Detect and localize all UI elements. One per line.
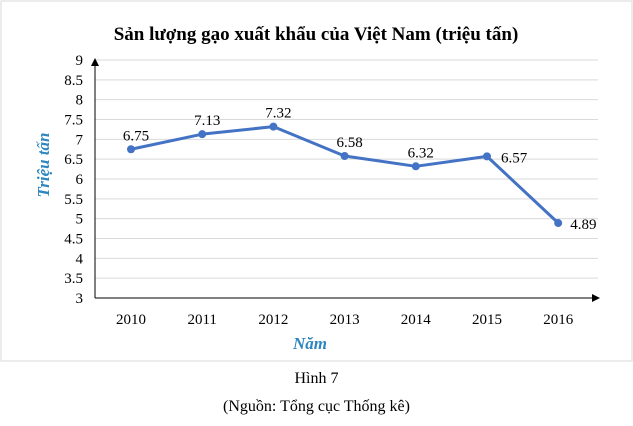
data-point — [554, 219, 563, 228]
data-labels: 6.75 7.13 7.32 6.58 6.32 6.57 4.89 — [123, 106, 597, 233]
y-tick-label: 4 — [76, 251, 84, 267]
data-point — [340, 151, 349, 160]
chart-frame: Sản lượng gạo xuất khẩu của Việt Nam (tr… — [0, 0, 633, 362]
y-tick-label: 8 — [76, 93, 84, 109]
x-tick-label: 2012 — [258, 312, 288, 328]
x-axis-arrow — [592, 294, 600, 302]
gridlines — [95, 59, 598, 279]
y-tick-label: 5 — [76, 212, 84, 228]
x-tick-label: 2013 — [330, 312, 360, 328]
y-tick-label: 6 — [76, 172, 84, 188]
axes — [91, 58, 600, 302]
data-label: 4.89 — [570, 217, 596, 233]
chart-border — [0, 0, 633, 362]
y-tick-label: 7.5 — [64, 113, 83, 129]
data-point — [127, 145, 135, 154]
y-tick-label: 6.5 — [64, 152, 83, 168]
x-axis-title: Năm — [292, 334, 327, 353]
x-tick-label: 2014 — [401, 312, 432, 328]
x-tick-label: 2016 — [543, 312, 574, 328]
data-point — [411, 162, 420, 171]
y-tick-label: 9 — [76, 53, 84, 69]
data-point — [198, 130, 207, 139]
line-chart: Sản lượng gạo xuất khẩu của Việt Nam (tr… — [0, 0, 633, 362]
y-axis-title: Triệu tấn — [34, 132, 53, 197]
data-label: 7.32 — [265, 106, 291, 122]
x-tick-labels: 2010 2011 2012 2013 2014 2015 2016 — [116, 312, 574, 328]
data-point — [269, 122, 278, 131]
data-label: 6.75 — [123, 128, 149, 144]
y-tick-label: 5.5 — [64, 192, 83, 208]
y-tick-label: 4.5 — [64, 232, 83, 248]
data-label: 6.57 — [501, 150, 528, 166]
figure-caption: Hình 7 — [294, 370, 339, 387]
y-axis-arrow — [91, 58, 99, 66]
data-label: 6.32 — [408, 145, 434, 161]
x-tick-label: 2010 — [116, 312, 146, 328]
y-tick-label: 8.5 — [64, 73, 83, 89]
data-point — [483, 152, 491, 161]
x-tick-label: 2011 — [187, 312, 216, 328]
source-note: (Nguồn: Tổng cục Thống kê) — [223, 398, 410, 415]
data-label: 7.13 — [194, 113, 220, 129]
chart-title: Sản lượng gạo xuất khẩu của Việt Nam (tr… — [114, 24, 519, 45]
x-tick-label: 2015 — [472, 312, 502, 328]
y-tick-label: 3.5 — [64, 271, 83, 287]
y-tick-labels: 3 3.5 4 4.5 5 5.5 6 6.5 7 7.5 8 8.5 9 — [64, 53, 83, 307]
series-rice-export — [127, 122, 563, 228]
y-tick-label: 3 — [76, 291, 84, 307]
y-tick-label: 7 — [76, 132, 84, 148]
data-label: 6.58 — [336, 135, 362, 151]
